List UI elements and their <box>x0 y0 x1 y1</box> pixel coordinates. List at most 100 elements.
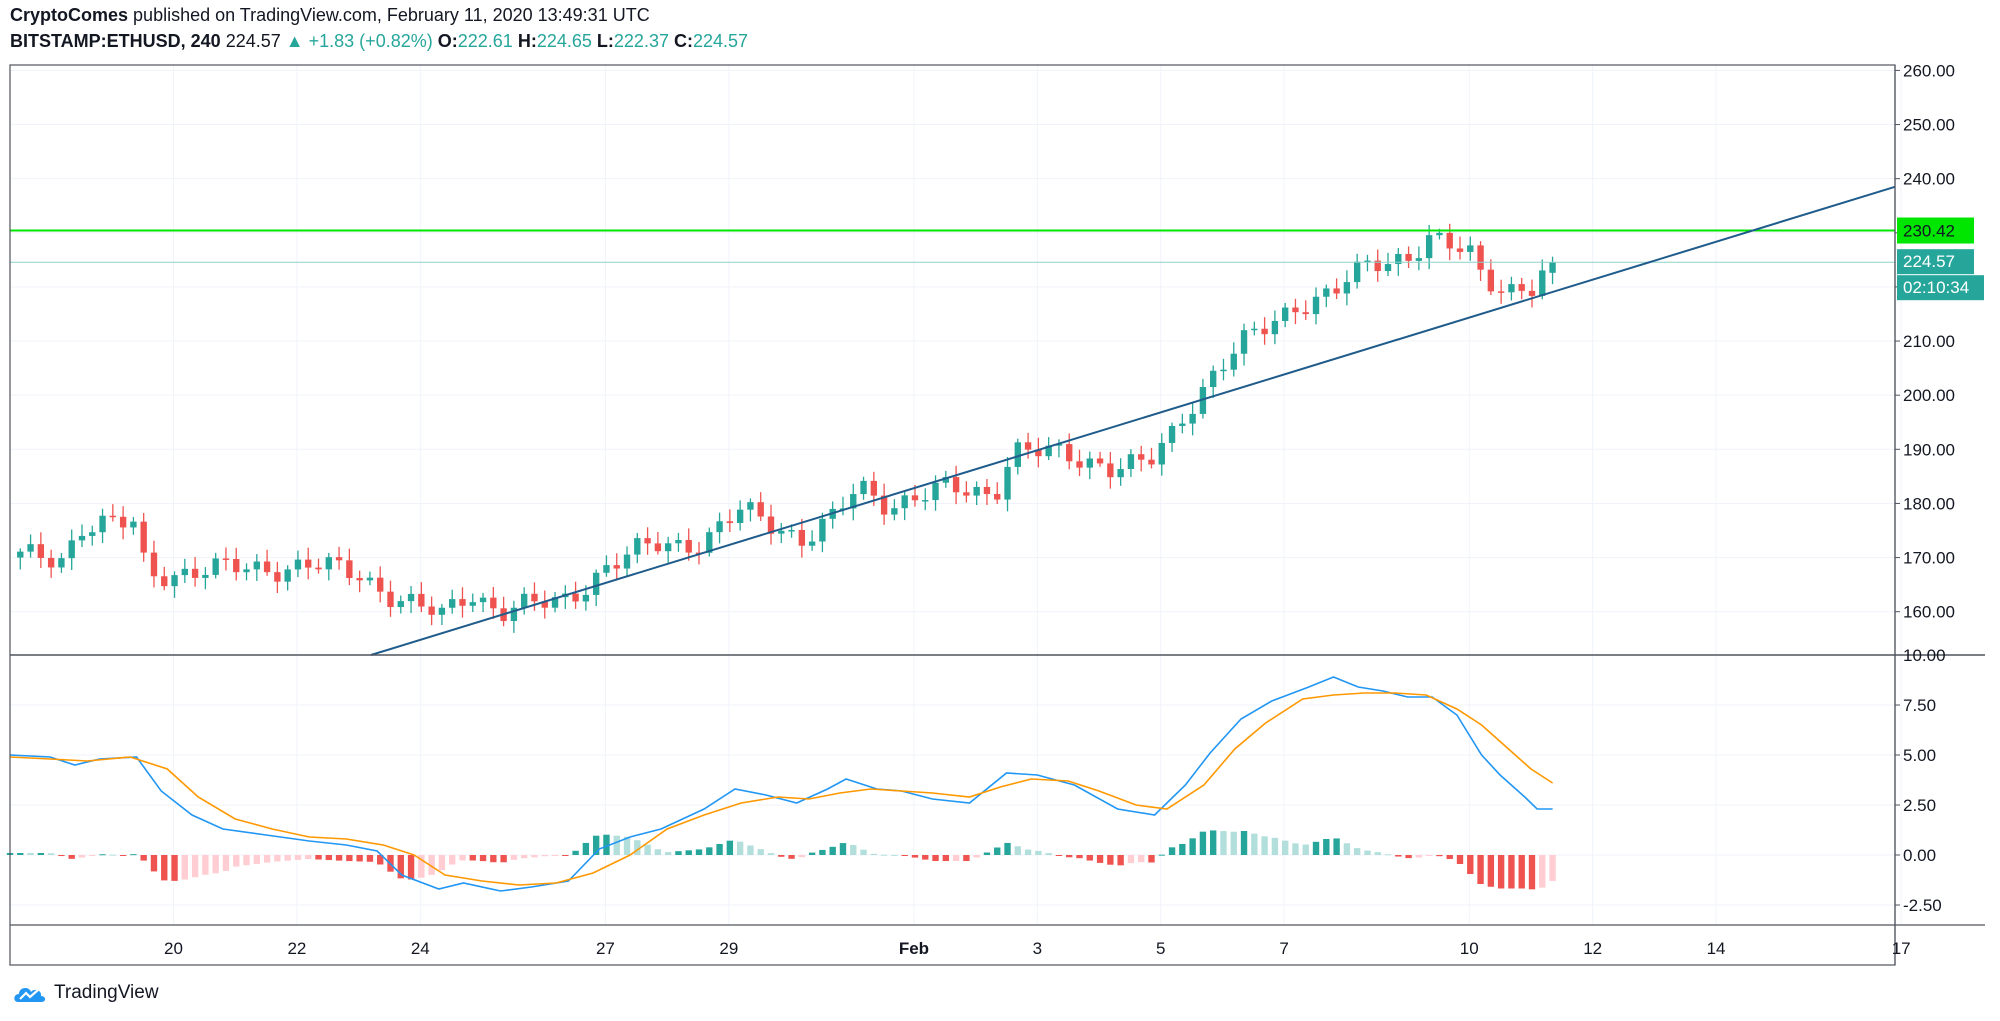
candle[interactable] <box>490 587 497 619</box>
candle[interactable] <box>685 528 692 561</box>
candle[interactable] <box>89 525 96 546</box>
candle[interactable] <box>757 492 764 521</box>
candle[interactable] <box>644 527 651 555</box>
candle[interactable] <box>1323 284 1330 308</box>
candle[interactable] <box>778 523 785 544</box>
candle[interactable] <box>1292 298 1299 325</box>
candle[interactable] <box>17 548 24 570</box>
candle[interactable] <box>1086 451 1093 480</box>
candle[interactable] <box>140 512 147 562</box>
candle[interactable] <box>1281 302 1289 328</box>
candle[interactable] <box>1312 287 1320 325</box>
candle[interactable] <box>68 529 75 571</box>
author-name[interactable]: CryptoComes <box>10 5 129 25</box>
candle[interactable] <box>58 552 65 573</box>
candle[interactable] <box>27 534 34 558</box>
candle[interactable] <box>603 555 610 577</box>
candle[interactable] <box>1302 300 1309 320</box>
candle[interactable] <box>531 582 538 611</box>
candle[interactable] <box>1117 458 1124 486</box>
candle[interactable] <box>664 536 672 563</box>
candle[interactable] <box>623 546 631 577</box>
candle[interactable] <box>263 549 271 576</box>
candle[interactable] <box>726 509 734 533</box>
candle[interactable] <box>634 532 641 564</box>
candle[interactable] <box>428 596 435 626</box>
candle[interactable] <box>963 481 970 503</box>
candle[interactable] <box>1467 236 1474 261</box>
time-axis[interactable]: 20 22 24 27 29 Feb 3 5 7 10 12 14 17 <box>164 939 1911 958</box>
candle[interactable] <box>613 553 620 581</box>
candle[interactable] <box>243 563 250 581</box>
candle[interactable] <box>747 498 754 522</box>
candle[interactable] <box>1158 433 1165 476</box>
candle[interactable] <box>1528 279 1536 308</box>
candle[interactable] <box>1271 310 1279 345</box>
candle[interactable] <box>325 552 332 581</box>
candle[interactable] <box>233 547 240 581</box>
candle[interactable] <box>222 547 230 571</box>
candle[interactable] <box>294 550 302 578</box>
candle[interactable] <box>397 595 404 614</box>
candle[interactable] <box>315 558 322 574</box>
candle[interactable] <box>1035 437 1042 468</box>
candle[interactable] <box>1055 439 1063 458</box>
candle[interactable] <box>500 596 507 627</box>
candle[interactable] <box>418 582 425 613</box>
candle[interactable] <box>1179 413 1186 434</box>
candle[interactable] <box>592 569 600 607</box>
candle[interactable] <box>78 524 86 548</box>
candle[interactable] <box>562 585 569 609</box>
candle[interactable] <box>1189 402 1196 436</box>
candle[interactable] <box>520 587 528 615</box>
candle[interactable] <box>109 504 117 522</box>
candle[interactable] <box>1096 451 1104 467</box>
candle[interactable] <box>202 567 209 590</box>
candle[interactable] <box>1415 246 1423 271</box>
candle[interactable] <box>387 580 394 617</box>
candle[interactable] <box>1045 437 1052 461</box>
candle[interactable] <box>716 512 723 544</box>
candle[interactable] <box>736 500 744 531</box>
candle[interactable] <box>1004 456 1011 512</box>
candle[interactable] <box>407 586 415 614</box>
candle[interactable] <box>572 581 579 609</box>
candle[interactable] <box>973 481 980 506</box>
candle[interactable] <box>1405 246 1412 268</box>
candle[interactable] <box>983 479 991 505</box>
candle[interactable] <box>994 482 1001 505</box>
candle[interactable] <box>850 483 857 521</box>
candle[interactable] <box>675 532 682 552</box>
candle[interactable] <box>377 566 384 603</box>
candle[interactable] <box>1251 321 1258 336</box>
candle[interactable] <box>829 501 836 529</box>
signal-line[interactable] <box>9 692 1554 886</box>
candle[interactable] <box>1138 445 1145 472</box>
candle[interactable] <box>1220 358 1227 381</box>
symbol-label[interactable]: BITSTAMP:ETHUSD, 240 <box>10 31 221 51</box>
candle[interactable] <box>1539 259 1546 300</box>
candle[interactable] <box>366 571 374 586</box>
candle[interactable] <box>171 571 178 598</box>
candle[interactable] <box>551 592 559 613</box>
candle[interactable] <box>1076 449 1083 477</box>
candle[interactable] <box>654 531 662 555</box>
candle[interactable] <box>1364 254 1371 272</box>
candle[interactable] <box>1127 449 1135 477</box>
candle[interactable] <box>161 566 168 591</box>
candle[interactable] <box>1024 432 1032 459</box>
candle[interactable] <box>808 530 816 551</box>
candle[interactable] <box>479 592 487 613</box>
candle[interactable] <box>1446 223 1453 261</box>
tradingview-logo[interactable]: TradingView <box>12 982 159 1004</box>
trend-line[interactable] <box>370 185 1896 656</box>
candle[interactable] <box>1148 447 1155 469</box>
candle[interactable] <box>1240 323 1248 366</box>
candle[interactable] <box>819 512 826 553</box>
candle[interactable] <box>150 540 158 588</box>
candle[interactable] <box>510 600 518 633</box>
candle[interactable] <box>346 548 353 586</box>
candle[interactable] <box>1261 317 1268 345</box>
candle[interactable] <box>181 558 189 583</box>
candle[interactable] <box>253 554 260 581</box>
